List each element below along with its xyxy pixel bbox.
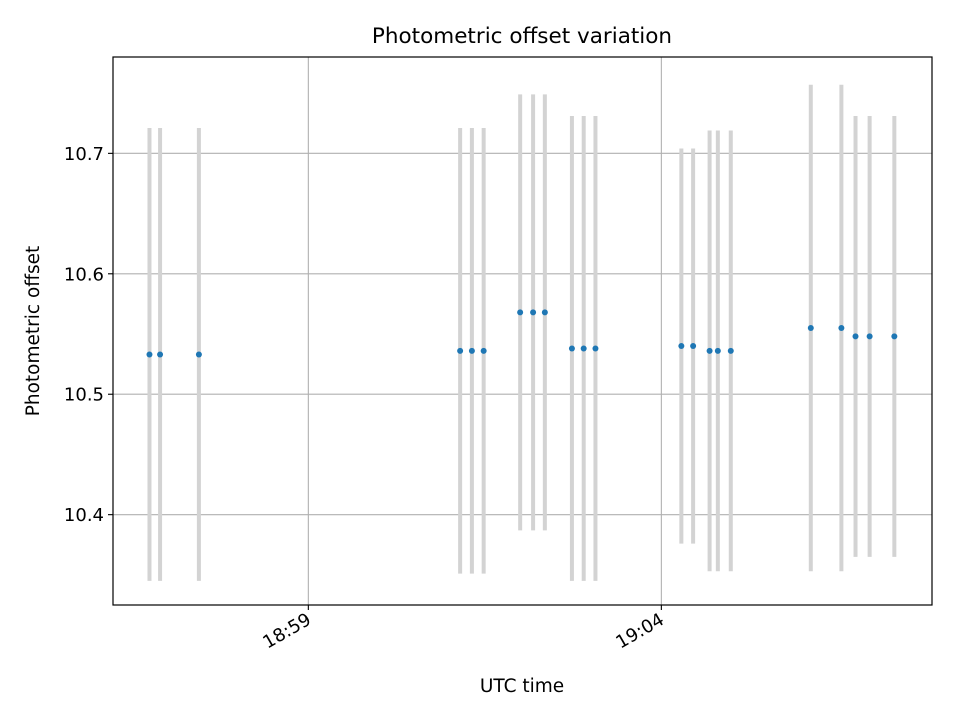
data-point (146, 351, 153, 358)
data-points (146, 309, 898, 358)
grid-lines (113, 57, 932, 605)
data-point (157, 351, 164, 358)
data-point (195, 351, 202, 358)
data-point (530, 309, 537, 316)
data-point (517, 309, 524, 316)
plot-frame (112, 56, 933, 606)
y-tick-label: 10.4 (64, 505, 104, 526)
data-point (568, 345, 575, 352)
y-tick-label: 10.6 (64, 264, 104, 285)
data-point (838, 324, 845, 331)
data-point (468, 347, 475, 354)
data-point (891, 333, 898, 340)
y-tick-label: 10.7 (64, 144, 104, 165)
data-point (480, 347, 487, 354)
data-point (541, 309, 548, 316)
data-point (690, 343, 697, 350)
data-point (807, 324, 814, 331)
data-point (852, 333, 859, 340)
y-axis-label: Photometric offset (23, 246, 44, 417)
data-point (866, 333, 873, 340)
data-point (592, 345, 599, 352)
data-point (580, 345, 587, 352)
data-point (457, 347, 464, 354)
data-point (678, 343, 685, 350)
data-point (727, 347, 734, 354)
y-tick-label: 10.5 (64, 385, 104, 406)
data-point (714, 347, 721, 354)
x-axis-label: UTC time (480, 676, 564, 697)
data-point (706, 347, 713, 354)
chart-title: Photometric offset variation (372, 24, 672, 49)
